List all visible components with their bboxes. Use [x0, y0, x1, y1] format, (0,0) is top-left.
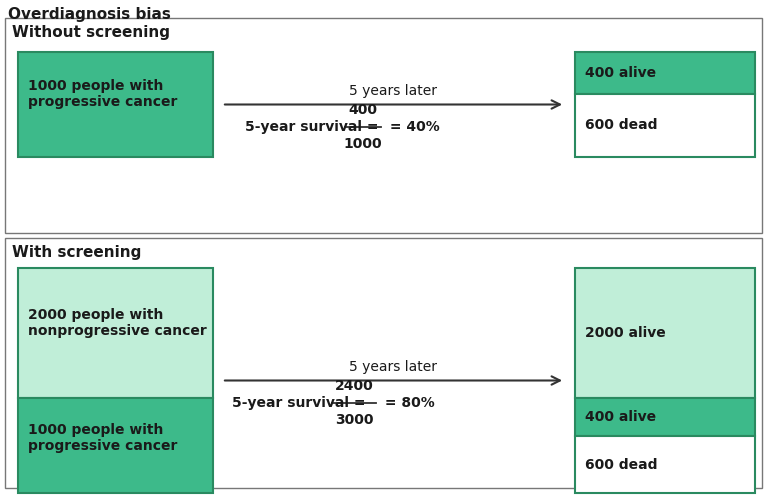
Text: 600 dead: 600 dead — [585, 118, 657, 132]
Text: Without screening: Without screening — [12, 24, 170, 39]
Text: = 80%: = 80% — [380, 395, 434, 409]
Bar — [18, 398, 213, 493]
Bar — [575, 94, 755, 157]
Text: 1000 people with
progressive cancer: 1000 people with progressive cancer — [28, 423, 178, 453]
Bar — [575, 398, 755, 436]
Bar — [18, 268, 213, 398]
Bar — [575, 268, 755, 398]
Text: 5-year survival =: 5-year survival = — [245, 120, 384, 133]
Text: 5 years later: 5 years later — [349, 84, 437, 98]
Text: = 40%: = 40% — [385, 120, 440, 133]
Text: 600 dead: 600 dead — [585, 458, 657, 472]
Text: Overdiagnosis bias: Overdiagnosis bias — [8, 6, 171, 21]
Text: 2400: 2400 — [335, 378, 374, 392]
Text: 5-year survival =: 5-year survival = — [232, 395, 371, 409]
Text: 3000: 3000 — [335, 412, 373, 426]
Text: 2000 people with
nonprogressive cancer: 2000 people with nonprogressive cancer — [28, 308, 207, 338]
Text: 2000 alive: 2000 alive — [585, 326, 666, 340]
Text: 400 alive: 400 alive — [585, 410, 656, 424]
Text: 400 alive: 400 alive — [585, 66, 656, 80]
Bar — [575, 436, 755, 493]
Text: 1000: 1000 — [344, 136, 382, 150]
Text: 400: 400 — [348, 103, 378, 117]
Text: 1000 people with
progressive cancer: 1000 people with progressive cancer — [28, 79, 178, 109]
Bar — [18, 52, 213, 157]
Bar — [5, 18, 762, 233]
Bar — [575, 52, 755, 94]
Text: With screening: With screening — [12, 245, 141, 259]
Bar — [5, 238, 762, 488]
Text: 5 years later: 5 years later — [349, 360, 437, 374]
